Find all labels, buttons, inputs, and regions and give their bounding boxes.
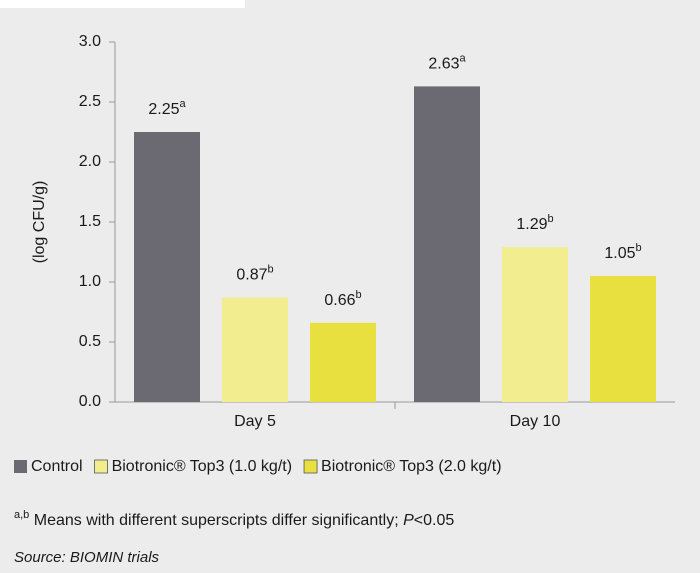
value-label: 2.63a: [428, 52, 466, 72]
legend-label: Biotronic® Top3 (1.0 kg/t): [112, 458, 292, 475]
bar: [134, 132, 200, 402]
value-number: 2.25: [148, 101, 179, 118]
value-superscript: a: [460, 52, 467, 64]
x-tick-label: Day 5: [234, 413, 276, 430]
value-number: 1.29: [516, 216, 547, 233]
bar: [590, 276, 656, 402]
footnote-p-value: <0.05: [414, 512, 455, 529]
footnote: a,b Means with different superscripts di…: [14, 509, 454, 529]
y-tick-label: 1.0: [79, 273, 101, 290]
value-superscript: b: [636, 242, 642, 254]
value-label: 1.05b: [604, 242, 641, 262]
value-number: 1.05: [604, 245, 635, 262]
value-number: 0.87: [236, 267, 267, 284]
value-label: 2.25a: [148, 98, 186, 118]
value-superscript: b: [268, 264, 274, 276]
value-superscript: a: [180, 98, 187, 110]
footnote-text: Means with different superscripts differ…: [34, 512, 399, 529]
y-axis-label: (log CFU/g): [31, 181, 48, 264]
y-tick-label: 2.5: [79, 93, 101, 110]
y-tick-label: 0.5: [79, 333, 101, 350]
source: Source: BIOMIN trials: [14, 549, 160, 566]
legend-label: Control: [31, 458, 83, 475]
value-superscript: b: [548, 213, 554, 225]
footnote-p: P: [403, 512, 414, 529]
y-tick-label: 2.0: [79, 153, 101, 170]
x-tick-label: Day 10: [510, 413, 561, 430]
bar: [222, 297, 288, 402]
footnote-marker: a,b: [14, 509, 29, 521]
value-label: 1.29b: [516, 213, 553, 233]
value-number: 2.63: [428, 56, 459, 73]
legend-swatch: [303, 459, 318, 474]
value-superscript: b: [356, 289, 362, 301]
y-tick-label: 0.0: [79, 393, 101, 410]
value-number: 0.66: [324, 292, 355, 309]
y-tick-label: 1.5: [79, 213, 101, 230]
background-notch: [0, 0, 245, 8]
value-label: 0.87b: [236, 264, 273, 284]
legend-swatch: [14, 460, 27, 473]
bar: [502, 247, 568, 402]
value-label: 0.66b: [324, 289, 361, 309]
legend-label: Biotronic® Top3 (2.0 kg/t): [321, 458, 501, 475]
bar: [414, 86, 480, 403]
bar: [310, 322, 376, 402]
legend-swatch: [94, 459, 108, 474]
y-tick-label: 3.0: [79, 33, 101, 50]
